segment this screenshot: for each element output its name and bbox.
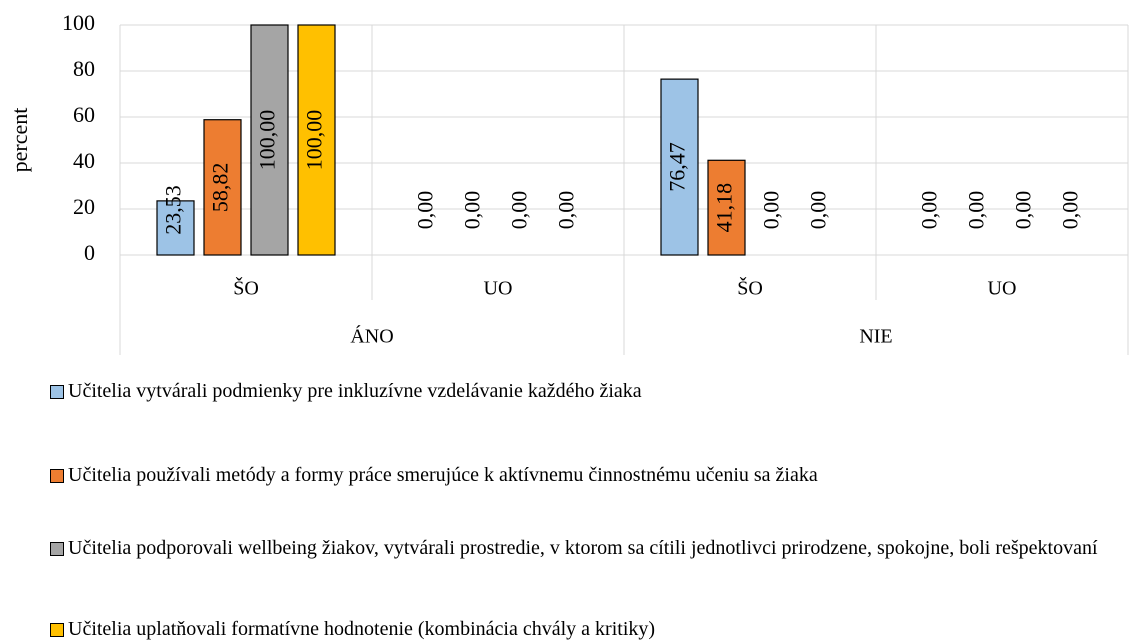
x-tick-label: UO <box>988 278 1017 300</box>
x-tick-label: ŠO <box>233 276 259 300</box>
data-label: 0,00 <box>806 191 831 230</box>
data-label: 0,00 <box>917 191 942 230</box>
legend-item: Učitelia vytvárali podmienky pre inkluzí… <box>50 376 1125 406</box>
y-tick-label: 100 <box>62 10 95 35</box>
legend-swatch <box>50 542 64 556</box>
legend-swatch <box>50 469 64 483</box>
data-label: 100,00 <box>255 110 280 171</box>
bar <box>707 159 746 256</box>
y-tick-label: 80 <box>73 56 95 81</box>
legend-item: Učitelia používali metódy a formy práce … <box>50 460 1125 490</box>
bar <box>250 24 289 256</box>
data-label: 0,00 <box>507 191 532 230</box>
data-label: 0,00 <box>759 191 784 230</box>
data-label: 0,00 <box>1011 191 1036 230</box>
legend-label: Učitelia vytvárali podmienky pre inkluzí… <box>68 380 642 402</box>
bar <box>297 24 336 256</box>
group-label: ÁNO <box>350 325 393 348</box>
bar <box>203 119 242 256</box>
y-tick-label: 0 <box>84 240 95 265</box>
y-tick-label: 60 <box>73 102 95 127</box>
legend-label: Učitelia uplatňovali formatívne hodnoten… <box>68 618 656 640</box>
legend-swatch <box>50 623 64 637</box>
chart: percent 0 20 40 60 80 100 ŠO UO ŠO UO ÁNO NIE 23,53 0… <box>7 10 1129 355</box>
y-tick-label: 40 <box>73 148 95 173</box>
data-label: 0,00 <box>964 191 989 230</box>
legend-item: Učitelia podporovali wellbeing žiakov, v… <box>50 533 1125 563</box>
legend-item: Učitelia uplatňovali formatívne hodnoten… <box>50 614 1125 644</box>
x-tick-label: ŠO <box>737 276 763 300</box>
bar <box>660 78 699 256</box>
y-axis-label: percent <box>7 108 32 173</box>
group-label: NIE <box>859 326 892 348</box>
data-label: 23,53 <box>161 185 186 235</box>
data-label: 41,18 <box>712 183 737 233</box>
data-label: 76,47 <box>665 142 690 192</box>
data-label: 0,00 <box>460 191 485 230</box>
data-label: 0,00 <box>554 191 579 230</box>
x-tick-label: UO <box>484 278 513 300</box>
y-tick-label: 20 <box>73 194 95 219</box>
legend-label: Učitelia používali metódy a formy práce … <box>68 464 818 486</box>
data-label: 100,00 <box>302 110 327 171</box>
legend-label: Učitelia podporovali wellbeing žiakov, v… <box>68 537 1098 559</box>
legend-swatch <box>50 385 64 399</box>
data-label: 0,00 <box>413 191 438 230</box>
data-label: 0,00 <box>1058 191 1083 230</box>
data-label: 58,82 <box>208 163 233 213</box>
bar <box>156 200 195 256</box>
